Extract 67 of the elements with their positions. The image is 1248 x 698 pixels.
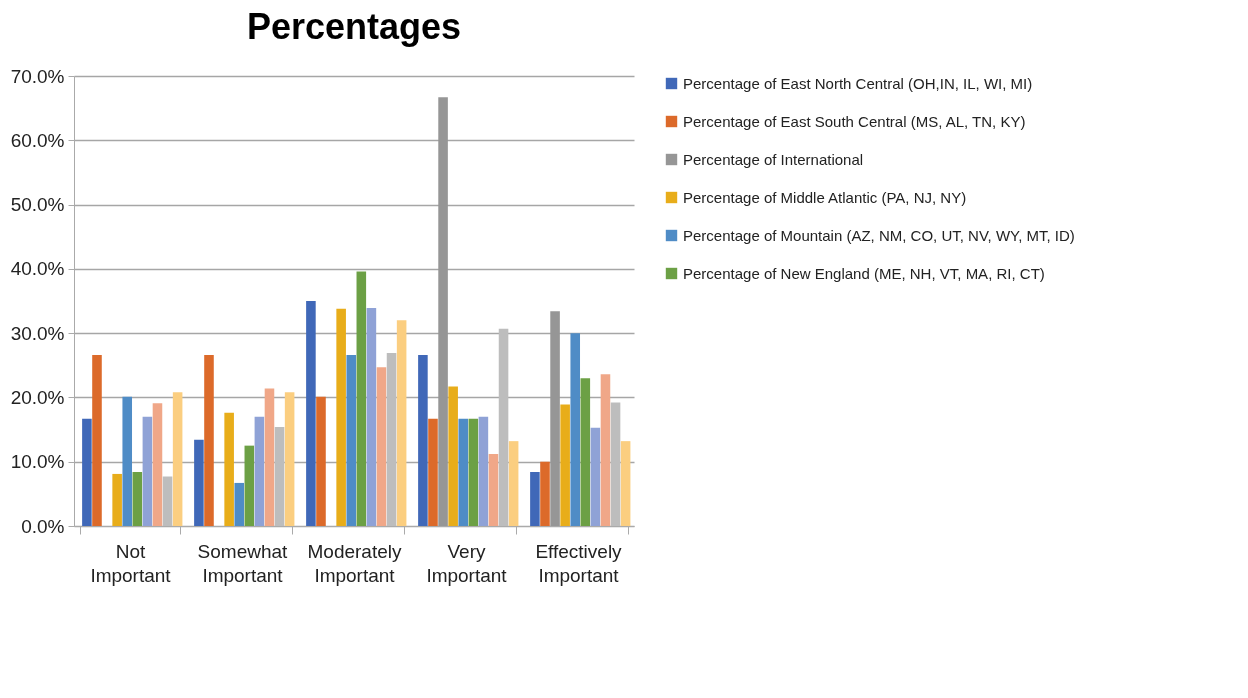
- legend-label: Percentage of Mountain (AZ, NM, CO, UT, NV, WY, MT, ID): [683, 226, 1075, 244]
- bar: [244, 445, 255, 526]
- bar: [316, 396, 326, 526]
- x-tick-label: Moderately Important: [307, 540, 402, 586]
- bar: [376, 367, 387, 526]
- y-tick-label: 50.0%: [10, 194, 65, 216]
- bar: [224, 412, 234, 526]
- bar: [570, 333, 581, 526]
- bar: [122, 396, 133, 526]
- bar: [580, 378, 591, 526]
- bar: [194, 439, 204, 526]
- x-tick-label: Not Important: [90, 540, 172, 586]
- bar: [264, 388, 275, 526]
- bar: [540, 461, 550, 526]
- x-tick-label: Very Important: [426, 540, 508, 586]
- bar: [346, 355, 357, 526]
- legend-label: Percentage of New England (ME, NH, VT, MA, RI, CT): [683, 264, 1045, 282]
- bar: [152, 403, 163, 526]
- bar: [498, 328, 509, 526]
- bar: [172, 392, 183, 526]
- x-tick-label: Effectively Important: [535, 540, 623, 586]
- y-tick-label: 40.0%: [10, 258, 65, 280]
- bar: [550, 311, 560, 526]
- y-tick-label: 70.0%: [10, 65, 65, 87]
- bar: [366, 308, 377, 526]
- bar: [458, 418, 469, 526]
- bar: [274, 427, 285, 526]
- bar: [386, 353, 397, 526]
- bar: [254, 416, 265, 526]
- bar: [478, 416, 489, 526]
- y-tick-label: 60.0%: [10, 129, 65, 151]
- bar: [82, 418, 92, 526]
- y-tick-label: 30.0%: [10, 322, 65, 344]
- bar: [162, 476, 173, 526]
- bar: [610, 402, 621, 526]
- legend-label: Percentage of East South Central (MS, AL, TN, KY): [683, 112, 1026, 130]
- legend-label: Percentage of East North Central (OH,IN, IL, WI, MI): [683, 74, 1033, 92]
- bar: [468, 418, 479, 526]
- bar: [306, 301, 316, 526]
- bar: [438, 97, 448, 526]
- bar: [356, 271, 367, 526]
- bar: [396, 320, 407, 526]
- bar: [142, 416, 153, 526]
- bar: [92, 355, 102, 526]
- bar: [620, 441, 631, 526]
- bar: [112, 473, 122, 526]
- bar: [590, 427, 601, 526]
- bar: [428, 418, 438, 526]
- legend-label: Percentage of International: [683, 150, 864, 168]
- bar: [284, 392, 295, 526]
- bar: [204, 355, 214, 526]
- bar: [336, 308, 346, 526]
- x-tick-label: Somewhat Important: [197, 540, 289, 586]
- legend-label: Percentage of Middle Atlantic (PA, NJ, NY): [683, 188, 967, 206]
- y-tick-label: 0.0%: [21, 515, 65, 537]
- bar: [234, 482, 245, 526]
- y-tick-label: 10.0%: [10, 451, 65, 473]
- chart-title: Percentages: [246, 6, 462, 47]
- bar: [418, 355, 428, 526]
- bar: [530, 472, 540, 526]
- bar: [488, 454, 499, 526]
- bar: [132, 472, 143, 526]
- bar: [560, 404, 570, 526]
- bar: [600, 374, 611, 526]
- bar: [508, 441, 519, 526]
- y-tick-label: 20.0%: [10, 386, 65, 408]
- bar: [448, 386, 458, 526]
